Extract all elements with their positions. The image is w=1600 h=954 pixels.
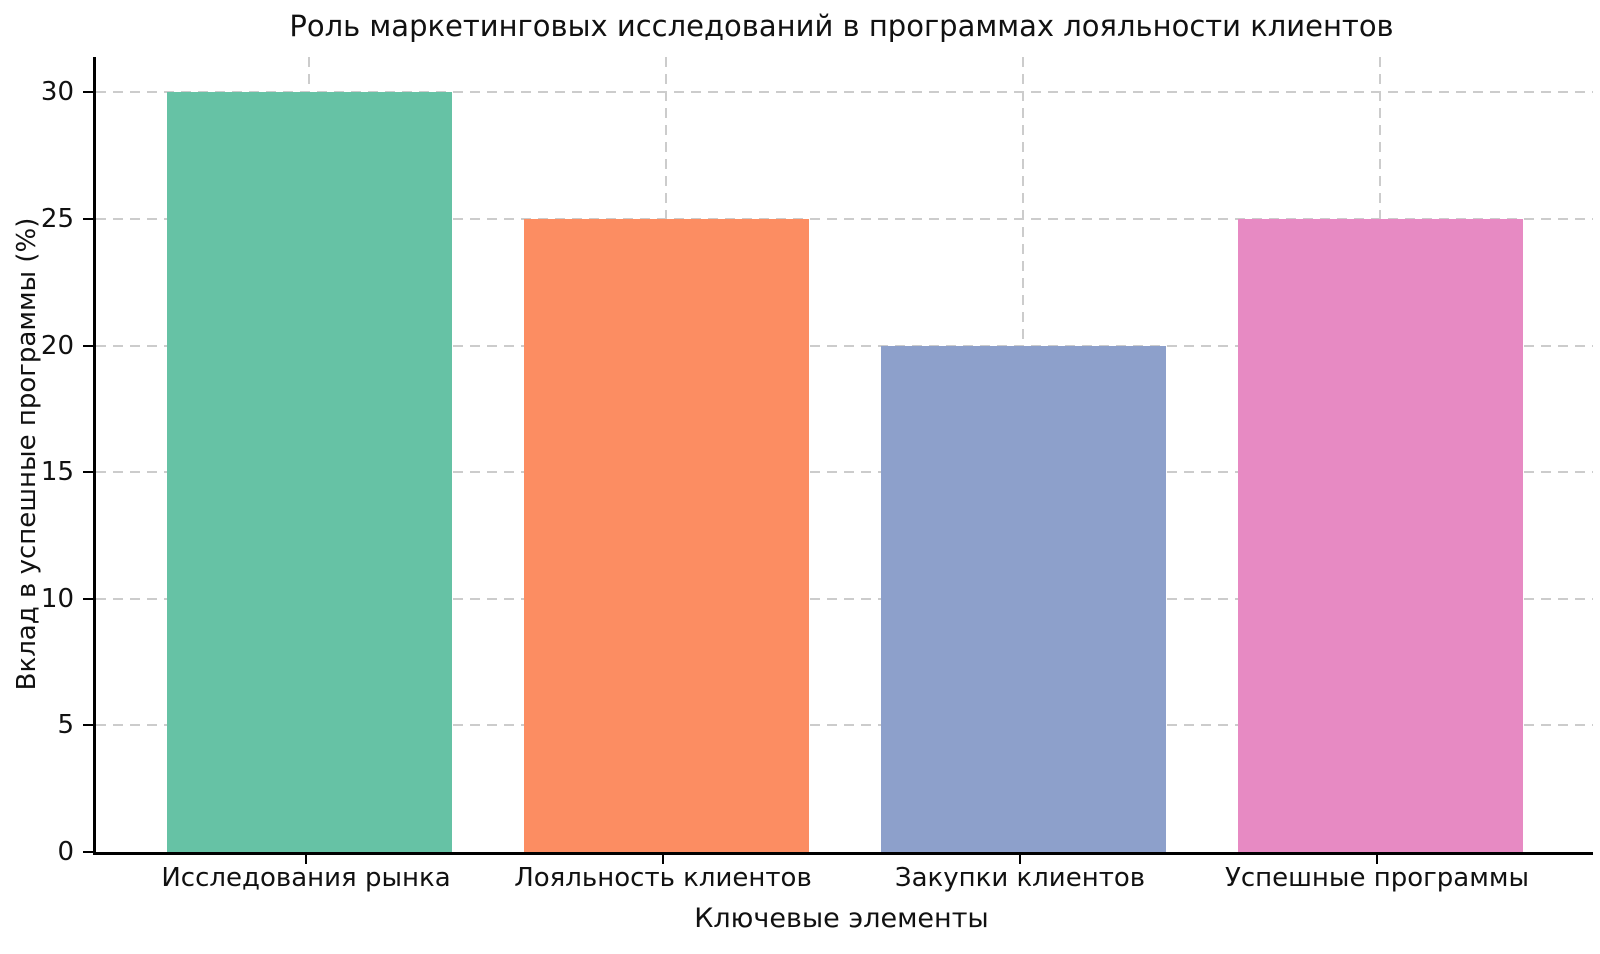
x-tick-label: Успешные программы [1225, 863, 1529, 893]
y-tick-mark [83, 851, 93, 853]
x-axis-label: Ключевые элементы [694, 903, 989, 934]
x-tick-mark [1376, 855, 1378, 864]
horizontal-gridline [96, 344, 1593, 347]
y-tick-label: 15 [40, 457, 74, 488]
bar-1 [166, 92, 452, 852]
y-axis-label: Вклад в успешные программы (%) [12, 217, 42, 691]
y-tick-label: 30 [40, 77, 74, 108]
x-tick-mark [1019, 855, 1021, 864]
x-tick-label: Закупки клиентов [894, 863, 1146, 893]
y-tick-label: 0 [57, 837, 74, 867]
y-tick-mark [83, 344, 93, 347]
x-tick-label: Исследования рынка [161, 863, 451, 893]
y-tick-label: 10 [40, 583, 74, 614]
horizontal-gridline [96, 724, 1593, 727]
y-tick-mark [83, 724, 93, 727]
x-tick-mark [662, 855, 664, 864]
y-tick-label: 20 [40, 330, 74, 361]
bar-2 [523, 219, 809, 852]
horizontal-gridline [96, 597, 1593, 600]
horizontal-gridline [96, 218, 1593, 221]
y-tick-mark [83, 597, 93, 600]
y-tick-mark [83, 91, 93, 94]
x-tick-mark [305, 855, 307, 864]
horizontal-gridline [96, 91, 1593, 94]
y-tick-mark [83, 218, 93, 221]
chart-title: Роль маркетинговых исследований в програ… [289, 9, 1394, 43]
horizontal-gridline [96, 471, 1593, 474]
x-tick-label: Лояльность клиентов [514, 863, 812, 893]
y-tick-mark [83, 471, 93, 474]
plot-area [93, 57, 1593, 855]
y-tick-label: 25 [40, 204, 74, 235]
y-tick-label: 5 [57, 710, 74, 741]
bar-4 [1237, 219, 1523, 852]
bar-3 [880, 345, 1166, 852]
